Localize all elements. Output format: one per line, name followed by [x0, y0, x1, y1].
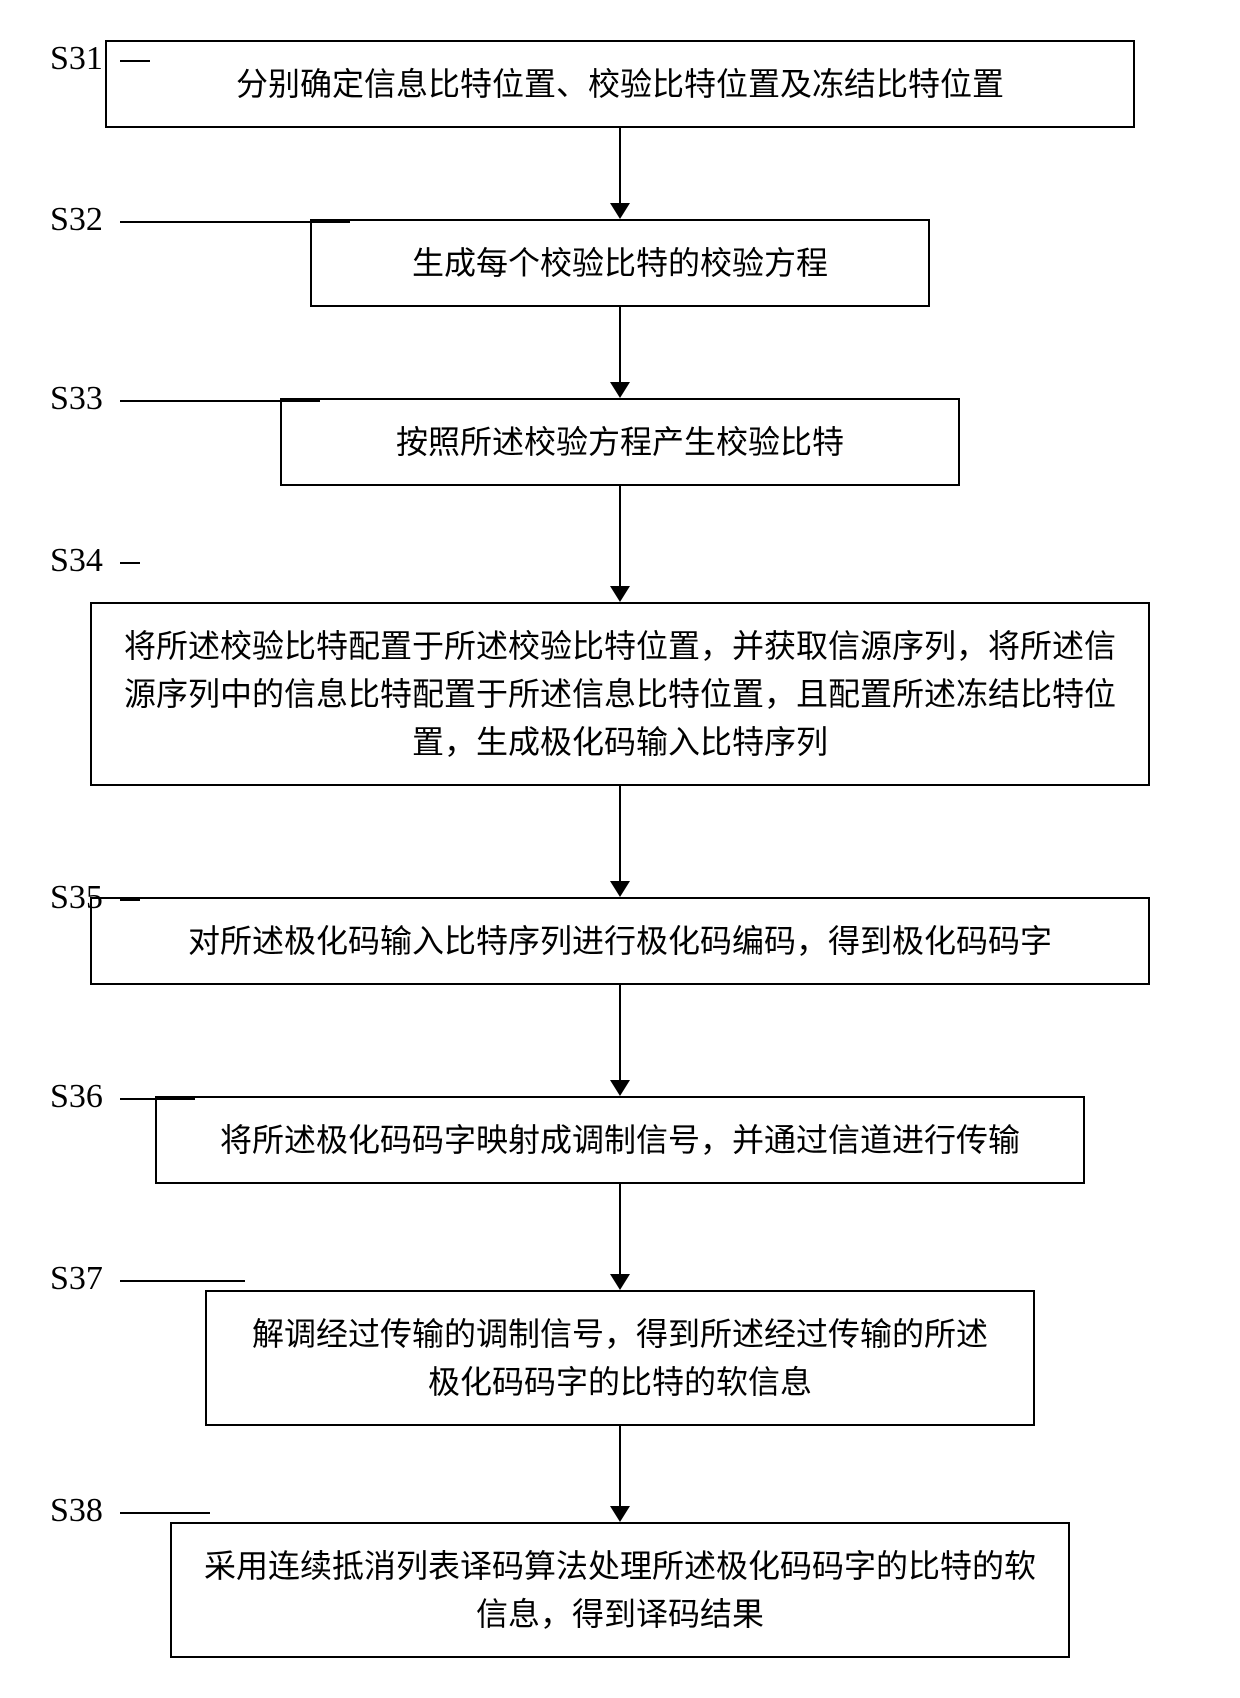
flowchart-container: S31 分别确定信息比特位置、校验比特位置及冻结比特位置 S32 生成每个校验比…	[30, 40, 1210, 1658]
step-box-s38: 采用连续抵消列表译码算法处理所述极化码码字的比特的软信息，得到译码结果	[170, 1522, 1070, 1658]
label-connector-s36	[120, 1098, 195, 1100]
arrow-s32-s33	[610, 307, 630, 398]
arrow-s35-s36	[610, 985, 630, 1096]
step-box-s31: 分别确定信息比特位置、校验比特位置及冻结比特位置	[105, 40, 1135, 128]
step-label-s33: S33	[50, 380, 103, 418]
step-row-s33: S33 按照所述校验方程产生校验比特	[30, 398, 1210, 486]
step-row-s36: S36 将所述极化码码字映射成调制信号，并通过信道进行传输	[30, 1096, 1210, 1184]
arrow-s37-s38	[610, 1426, 630, 1522]
label-connector-s35	[120, 899, 140, 901]
step-row-s38: S38 采用连续抵消列表译码算法处理所述极化码码字的比特的软信息，得到译码结果	[30, 1522, 1210, 1658]
step-row-s31: S31 分别确定信息比特位置、校验比特位置及冻结比特位置	[30, 40, 1210, 128]
step-label-s31: S31	[50, 40, 103, 78]
step-row-s32: S32 生成每个校验比特的校验方程	[30, 219, 1210, 307]
label-connector-s34	[120, 562, 140, 564]
step-label-s34: S34	[50, 542, 103, 580]
step-label-s36: S36	[50, 1078, 103, 1116]
step-box-s32: 生成每个校验比特的校验方程	[310, 219, 930, 307]
step-box-s37: 解调经过传输的调制信号，得到所述经过传输的所述极化码码字的比特的软信息	[205, 1290, 1035, 1426]
step-row-s34: S34 将所述校验比特配置于所述校验比特位置，并获取信源序列，将所述信源序列中的…	[30, 602, 1210, 786]
label-connector-s31	[120, 60, 150, 62]
step-label-s38: S38	[50, 1492, 103, 1530]
step-box-s35: 对所述极化码输入比特序列进行极化码编码，得到极化码码字	[90, 897, 1150, 985]
step-label-s32: S32	[50, 201, 103, 239]
label-connector-s37	[120, 1280, 245, 1282]
arrow-s36-s37	[610, 1184, 630, 1290]
step-box-s34: 将所述校验比特配置于所述校验比特位置，并获取信源序列，将所述信源序列中的信息比特…	[90, 602, 1150, 786]
arrow-s33-s34	[610, 486, 630, 602]
step-label-s37: S37	[50, 1260, 103, 1298]
arrow-s31-s32	[610, 128, 630, 219]
arrow-s34-s35	[610, 786, 630, 897]
step-label-s35: S35	[50, 879, 103, 917]
step-box-s36: 将所述极化码码字映射成调制信号，并通过信道进行传输	[155, 1096, 1085, 1184]
label-connector-s33	[120, 400, 320, 402]
label-connector-s32	[120, 221, 350, 223]
label-connector-s38	[120, 1512, 210, 1514]
step-row-s37: S37 解调经过传输的调制信号，得到所述经过传输的所述极化码码字的比特的软信息	[30, 1290, 1210, 1426]
step-row-s35: S35 对所述极化码输入比特序列进行极化码编码，得到极化码码字	[30, 897, 1210, 985]
step-box-s33: 按照所述校验方程产生校验比特	[280, 398, 960, 486]
